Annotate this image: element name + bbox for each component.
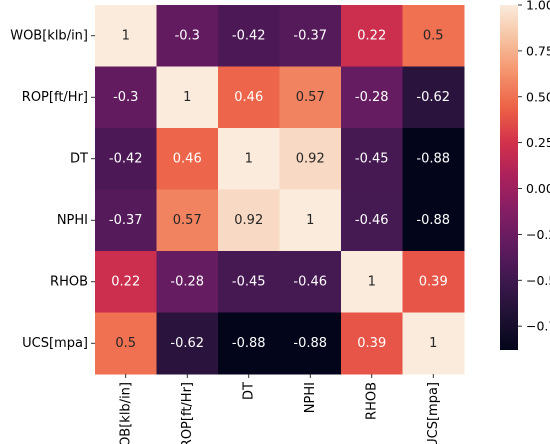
cell-value-label: -0.46 (293, 274, 327, 289)
heatmap-cell-wob-klb-in-ucs-mpa (402, 5, 465, 67)
heatmap-annotations: 1 -0.3 -0.42 -0.37 0.22 0.5 -0.3 1 0.46 0.57 -0.28… (109, 28, 450, 351)
cell-value-label: 0.46 (173, 151, 202, 166)
cell-value-label: 1 (429, 336, 437, 351)
cell-value-label: -0.42 (232, 28, 266, 43)
x-tick-label-dt: DT (241, 382, 256, 400)
heatmap-cell-ucs-mpa-ucs-mpa (402, 312, 465, 375)
heatmap-cell-dt-rop-ft-hr (156, 128, 219, 190)
heatmap-cell-rhob-rop-ft-hr (156, 251, 219, 313)
heatmap-cell-rhob-wob-klb-in (95, 251, 157, 313)
cell-value-label: 0.57 (296, 90, 325, 105)
heatmap-cell-rhob-ucs-mpa (402, 251, 465, 313)
cell-value-label: 0.92 (296, 151, 325, 166)
colorbar-tick-label: 1.00 (526, 0, 550, 13)
heatmap-cell-rop-ft-hr-rhob (341, 66, 403, 129)
colorbar-tick-label: −0.75 (526, 319, 550, 334)
cell-value-label: -0.88 (232, 336, 266, 351)
y-tick-label-rop-ft-hr: ROP[ft/Hr] (22, 90, 88, 105)
x-tick-label-nphi: NPHI (303, 382, 318, 413)
cell-value-label: -0.42 (109, 151, 143, 166)
heatmap-cell-rop-ft-hr-dt (218, 66, 280, 129)
x-tick-label-rop-ft-hr: ROP[ft/Hr] (180, 382, 195, 444)
heatmap-cell-ucs-mpa-wob-klb-in (95, 312, 157, 375)
y-tick-label-nphi: NPHI (57, 213, 88, 228)
colorbar-tick-label: 0.25 (526, 135, 550, 150)
cell-value-label: 0.46 (234, 90, 263, 105)
y-tick-label-ucs-mpa: UCS[mpa] (22, 336, 88, 351)
x-tick-label-rhob: RHOB (364, 382, 379, 420)
cell-value-label: -0.45 (355, 151, 389, 166)
cell-value-label: -0.88 (293, 336, 327, 351)
colorbar: 1.00 0.75 0.50 0.25 0.00 −0.25 −0.50 −0.75 (500, 0, 550, 350)
cell-value-label: -0.88 (416, 213, 450, 228)
heatmap-cell-rop-ft-hr-nphi (279, 66, 342, 129)
heatmap-cell-dt-rhob (341, 128, 403, 190)
cell-value-label: -0.46 (355, 213, 389, 228)
x-tick-label-ucs-mpa: UCS[mpa] (426, 382, 441, 444)
y-axis: WOB[klb/in] ROP[ft/Hr] DT NPHI RHOB UCS[mpa] (10, 28, 95, 351)
cell-value-label: -0.62 (416, 90, 450, 105)
heatmap-cell-nphi-wob-klb-in (95, 189, 157, 252)
cell-value-label: 0.92 (234, 213, 263, 228)
cell-value-label: -0.28 (170, 274, 204, 289)
cell-value-label: 0.39 (419, 274, 448, 289)
heatmap-cell-rhob-nphi (279, 251, 342, 313)
heatmap-cell-nphi-ucs-mpa (402, 189, 465, 252)
heatmap-cell-wob-klb-in-rop-ft-hr (156, 5, 219, 67)
heatmap-cell-dt-nphi (279, 128, 342, 190)
heatmap-cell-ucs-mpa-rop-ft-hr (156, 312, 219, 375)
cell-value-label: 1 (306, 213, 314, 228)
cell-value-label: -0.37 (293, 28, 327, 43)
heatmap-cell-nphi-rhob (341, 189, 403, 252)
heatmap-cell-nphi-nphi (279, 189, 342, 252)
cell-value-label: -0.88 (416, 151, 450, 166)
cell-value-label: 0.5 (115, 336, 136, 351)
y-tick-label-wob-klb-in: WOB[klb/in] (10, 28, 88, 43)
heatmap-cell-nphi-dt (218, 189, 280, 252)
cell-value-label: -0.37 (109, 213, 143, 228)
cell-value-label: 1 (122, 28, 130, 43)
heatmap-cell-wob-klb-in-dt (218, 5, 280, 67)
cell-value-label: 0.57 (173, 213, 202, 228)
colorbar-tick-label: 0.75 (526, 43, 550, 58)
heatmap-cell-wob-klb-in-wob-klb-in (95, 5, 157, 67)
heatmap-cell-rop-ft-hr-rop-ft-hr (156, 66, 219, 129)
cell-value-label: 0.5 (423, 28, 444, 43)
heatmap-cell-dt-dt (218, 128, 280, 190)
heatmap-cell-rop-ft-hr-ucs-mpa (402, 66, 465, 129)
cell-value-label: 0.22 (111, 274, 140, 289)
y-tick-label-dt: DT (70, 151, 88, 166)
x-tick-label-wob-klb-in: WOB[klb/in] (118, 382, 133, 444)
heatmap-cell-rhob-rhob (341, 251, 403, 313)
heatmap-cell-rhob-dt (218, 251, 280, 313)
colorbar-gradient (500, 5, 518, 350)
cell-value-label: 0.22 (357, 28, 386, 43)
colorbar-tick-label: 0.00 (526, 181, 550, 196)
cell-value-label: 1 (245, 151, 253, 166)
y-tick-label-rhob: RHOB (50, 274, 88, 289)
heatmap-cell-wob-klb-in-rhob (341, 5, 403, 67)
cell-value-label: -0.3 (175, 28, 200, 43)
colorbar-tick-label: −0.50 (526, 273, 550, 288)
heatmap-cell-ucs-mpa-nphi (279, 312, 342, 375)
heatmap-cells (95, 5, 465, 375)
cell-value-label: -0.62 (170, 336, 204, 351)
cell-value-label: 1 (183, 90, 191, 105)
cell-value-label: 1 (368, 274, 376, 289)
heatmap-cell-dt-ucs-mpa (402, 128, 465, 190)
cell-value-label: -0.28 (355, 90, 389, 105)
heatmap-cell-ucs-mpa-dt (218, 312, 280, 375)
heatmap-cell-ucs-mpa-rhob (341, 312, 403, 375)
cell-value-label: -0.3 (113, 90, 138, 105)
heatmap-cell-dt-wob-klb-in (95, 128, 157, 190)
heatmap-cell-nphi-rop-ft-hr (156, 189, 219, 252)
heatmap-cell-rop-ft-hr-wob-klb-in (95, 66, 157, 129)
x-axis: WOB[klb/in] ROP[ft/Hr] DT NPHI RHOB UCS[mpa] (118, 374, 441, 444)
cell-value-label: 0.39 (357, 336, 386, 351)
heatmap-cell-wob-klb-in-nphi (279, 5, 342, 67)
colorbar-tick-label: −0.25 (526, 227, 550, 242)
colorbar-tick-label: 0.50 (526, 89, 550, 104)
cell-value-label: -0.45 (232, 274, 266, 289)
